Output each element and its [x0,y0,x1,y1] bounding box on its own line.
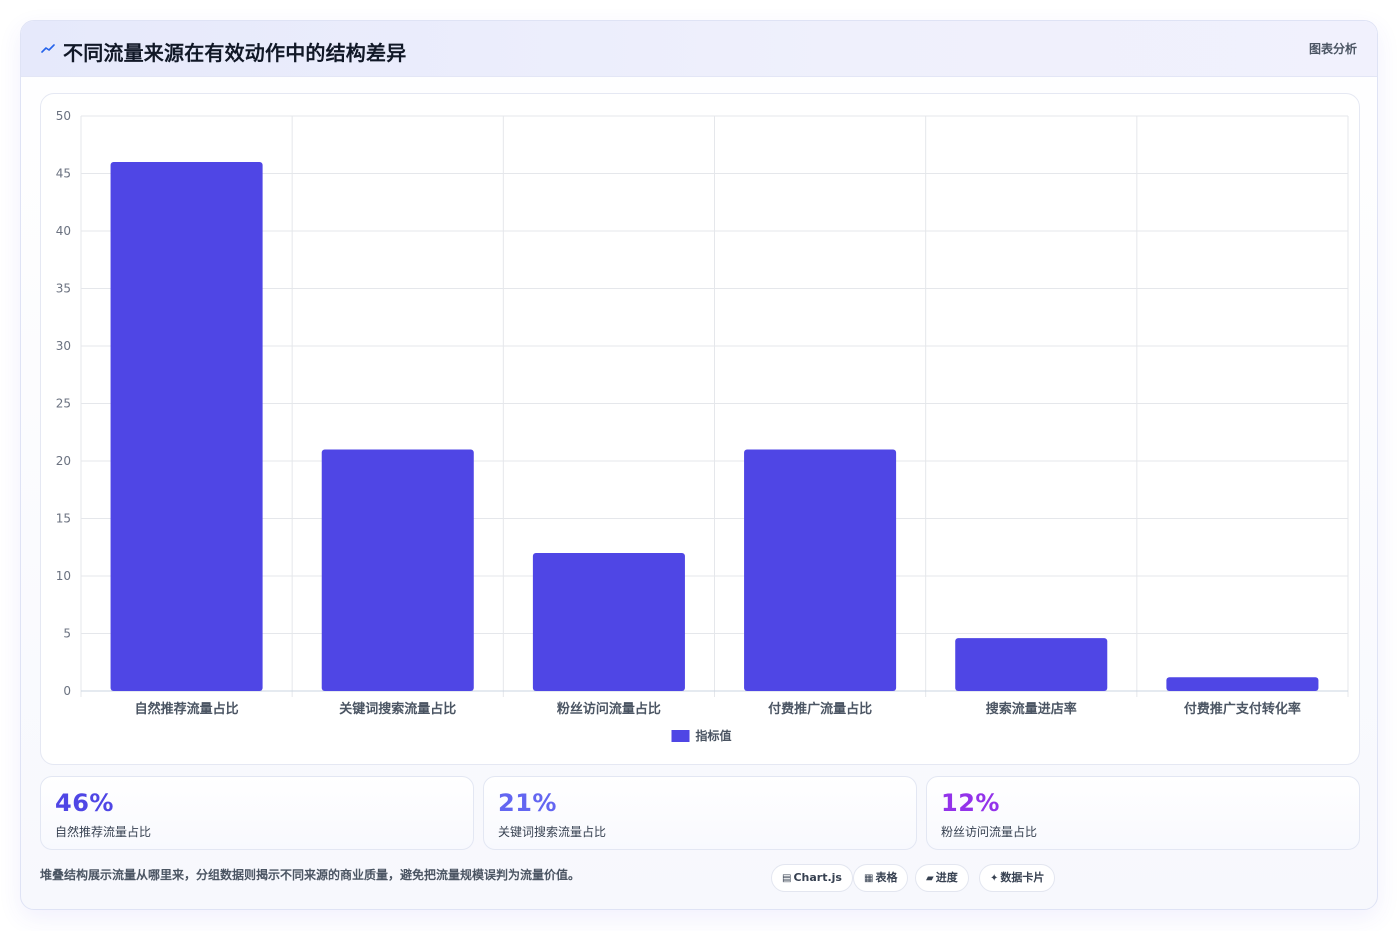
x-tick-label: 付费推广流量占比 [768,701,872,717]
y-tick-label: 15 [56,512,71,526]
stat-label: 自然推荐流量占比 [55,825,152,839]
chip-label: 进度 [935,871,958,884]
y-tick-label: 5 [63,627,71,641]
stat-card: 21% 关键词搜索流量占比 [483,776,917,850]
stat-label: 粉丝访问流量占比 [941,825,1038,839]
chip-label: Chart.js [793,871,842,884]
x-tick-label: 关键词搜索流量占比 [339,701,456,717]
bar-chart: 0 5 10 15 20 25 30 35 40 45 50 自然推荐流量占比 关键词搜索流量占比 粉丝访… [56,109,1349,743]
stat-value: 21% [498,789,557,817]
stat-card: 12% 粉丝访问流量占比 [926,776,1360,850]
stat-value: 12% [941,789,1000,817]
page-title: 不同流量来源在有效动作中的结构差异 [63,41,407,65]
chip-chartjs[interactable]: ▤ Chart.js [771,864,853,892]
y-tick-label: 40 [56,224,71,238]
chart-analysis-tag: 图表分析 [1308,42,1357,56]
card-header: 不同流量来源在有效动作中的结构差异 图表分析 [21,21,1377,77]
legend-swatch [671,730,690,742]
y-tick-label: 50 [56,109,71,123]
x-tick-label: 自然推荐流量占比 [135,701,239,717]
trend-icon [41,44,55,53]
y-tick-label: 30 [56,339,71,353]
y-tick-label: 0 [63,684,71,698]
chip-data-cards[interactable]: ✦ 数据卡片 [979,864,1056,892]
chart-card: 不同流量来源在有效动作中的结构差异 图表分析 0 5 10 15 20 25 30 35 40 4… [20,20,1378,910]
legend-label: 指标值 [696,728,732,743]
chip-progress[interactable]: ▰ 进度 [915,864,969,892]
table-icon: ▦ [864,873,874,884]
stat-value: 46% [55,789,114,817]
y-tick-label: 20 [56,454,71,468]
chip-table[interactable]: ▦ 表格 [853,864,909,892]
bar [532,553,685,691]
stat-label: 关键词搜索流量占比 [498,825,607,839]
y-tick-label: 10 [56,569,71,583]
chip-label: 数据卡片 [1000,871,1045,884]
bar [110,162,263,691]
x-tick-label: 付费推广支付转化率 [1184,701,1301,717]
bar [1166,677,1319,691]
y-tick-label: 35 [56,282,71,296]
y-tick-label: 25 [56,397,71,411]
chart-icon: ▤ [782,873,792,884]
stat-cards: 46% 自然推荐流量占比 21% 关键词搜索流量占比 12% 粉丝访问流量占比 [40,776,1360,850]
stat-card: 46% 自然推荐流量占比 [40,776,474,850]
sparkle-icon: ✦ [990,873,999,884]
chip-label: 表格 [875,871,898,884]
bar [744,449,897,691]
chart-panel: 0 5 10 15 20 25 30 35 40 45 50 自然推荐流量占比 关键词搜索流量占比 粉丝访… [40,93,1360,765]
progress-icon: ▰ [926,873,934,884]
x-tick-label: 粉丝访问流量占比 [557,701,661,717]
footer-note: 堆叠结构展示流量从哪里来，分组数据则揭示不同来源的商业质量，避免把流量规模误判为… [40,868,581,882]
y-tick-label: 45 [56,167,71,181]
bar [321,449,474,691]
bar [955,638,1108,691]
x-tick-label: 搜索流量进店率 [986,701,1077,717]
